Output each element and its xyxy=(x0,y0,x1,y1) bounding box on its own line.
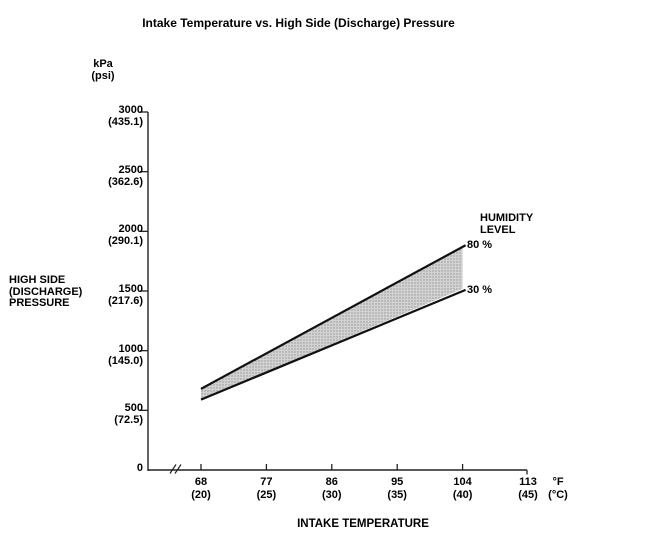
y-axis-unit: kPa (psi) xyxy=(83,58,123,82)
legend-title-line1: HUMIDITY xyxy=(480,212,534,224)
line-30pct-humidity xyxy=(200,288,467,401)
x-tick-c: (30) xyxy=(322,489,342,501)
y-tick-kpa: 2000 xyxy=(118,223,143,236)
x-tick-label: 77 (25) xyxy=(240,476,292,502)
x-axis-title: INTAKE TEMPERATURE xyxy=(297,518,429,530)
y-tick-label: 0 xyxy=(55,462,143,474)
x-tick-c: (40) xyxy=(452,489,473,501)
x-tick-label: 68 (20) xyxy=(175,476,227,502)
x-tick-c: (45) xyxy=(518,489,538,501)
y-axis-title-line1: HIGH SIDE xyxy=(9,274,66,286)
y-tick-label: 1500 (217.6) xyxy=(55,283,143,307)
x-tick-c: (35) xyxy=(387,489,407,501)
x-tick-label: 104 (40) xyxy=(437,476,489,502)
x-axis-unit-c: (°C) xyxy=(548,489,568,501)
y-tick-label: 2000 (290.1) xyxy=(55,223,143,247)
line-80pct-humidity xyxy=(200,244,467,390)
y-tick-psi: (290.1) xyxy=(108,235,143,248)
y-tick-kpa: 1000 xyxy=(118,342,143,355)
x-tick-c: (25) xyxy=(256,489,277,501)
axis-break-mark xyxy=(174,464,182,474)
x-axis-unit: °F (°C) xyxy=(534,476,582,502)
y-tick-kpa: 2500 xyxy=(118,163,143,176)
x-tick-f: 95 xyxy=(391,476,404,488)
y-tick-kpa: 3000 xyxy=(118,104,143,116)
chart-title: Intake Temperature vs. High Side (Discha… xyxy=(142,16,455,30)
x-axis-unit-f: °F xyxy=(552,476,564,488)
y-tick-kpa: 500 xyxy=(124,402,143,415)
series-label-80pct: 80 % xyxy=(467,239,493,251)
humidity-band xyxy=(201,246,463,400)
y-axis-unit-kpa: kPa xyxy=(93,58,113,70)
y-tick-label: 3000 (435.1) xyxy=(55,104,143,128)
x-tick-c: (20) xyxy=(191,489,211,501)
y-tick-psi: (217.6) xyxy=(108,295,143,307)
y-tick-psi: (435.1) xyxy=(108,116,143,128)
x-tick-f: 68 xyxy=(194,476,208,488)
x-tick-f: 104 xyxy=(453,476,472,488)
y-tick-label: 1000 (145.0) xyxy=(55,343,143,367)
x-tick-f: 113 xyxy=(519,476,537,488)
series-label-30pct: 30 % xyxy=(467,284,493,296)
x-tick-label: 95 (35) xyxy=(371,476,423,502)
y-tick-kpa: 0 xyxy=(136,462,143,474)
y-tick-psi: (145.0) xyxy=(108,354,143,367)
legend-title: HUMIDITY LEVEL xyxy=(480,212,533,236)
y-axis-title-line2: (DISCHARGE) xyxy=(9,285,83,298)
y-tick-psi: (362.6) xyxy=(108,175,143,188)
y-tick-psi: (72.5) xyxy=(114,414,143,427)
x-tick-label: 113 (45) xyxy=(502,476,554,502)
legend-title-line2: LEVEL xyxy=(480,224,516,236)
y-axis-unit-psi: (psi) xyxy=(91,70,115,82)
y-axis-title: HIGH SIDE (DISCHARGE) PRESSURE xyxy=(9,274,129,310)
y-tick-label: 2500 (362.6) xyxy=(55,164,143,188)
y-axis-title-line3: PRESSURE xyxy=(9,297,70,309)
x-tick-f: 86 xyxy=(325,476,338,488)
axis-break-mark xyxy=(169,464,177,474)
x-tick-f: 77 xyxy=(260,476,273,488)
y-tick-kpa: 1500 xyxy=(118,283,143,295)
x-tick-label: 86 (30) xyxy=(306,476,358,502)
y-tick-label: 500 (72.5) xyxy=(55,402,143,426)
